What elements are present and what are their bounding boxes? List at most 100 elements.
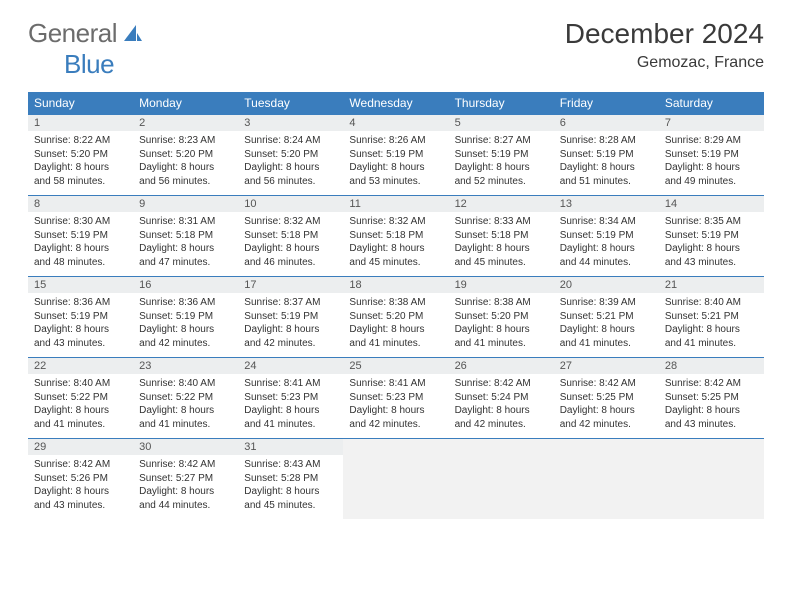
day-number: 14 [659, 196, 764, 212]
day-info: Sunrise: 8:41 AMSunset: 5:23 PMDaylight:… [349, 377, 442, 431]
logo: General Blue [28, 18, 143, 80]
calendar-cell: 10Sunrise: 8:32 AMSunset: 5:18 PMDayligh… [238, 196, 343, 276]
day-number: 23 [133, 358, 238, 374]
calendar-cell [659, 439, 764, 519]
day-info: Sunrise: 8:26 AMSunset: 5:19 PMDaylight:… [349, 134, 442, 188]
daylight-line: Daylight: 8 hours and 46 minutes. [244, 242, 337, 269]
sunrise-line: Sunrise: 8:22 AM [34, 134, 127, 148]
day-number: 26 [449, 358, 554, 374]
calendar-cell: 30 Sunrise: 8:42 AMSunset: 5:27 PMDayligh… [133, 439, 238, 519]
calendar: SundayMondayTuesdayWednesdayThursdayFrid… [28, 92, 764, 519]
calendar-cell: 28 Sunrise: 8:42 AMSunset: 5:25 PMDayligh… [659, 358, 764, 438]
day-info: Sunrise: 8:35 AMSunset: 5:19 PMDaylight:… [665, 215, 758, 269]
day-info: Sunrise: 8:42 AMSunset: 5:25 PMDaylight:… [665, 377, 758, 431]
day-info: Sunrise: 8:42 AMSunset: 5:27 PMDaylight:… [139, 458, 232, 512]
day-number: 1 [28, 115, 133, 131]
day-info: Sunrise: 8:23 AMSunset: 5:20 PMDaylight:… [139, 134, 232, 188]
calendar-cell: 23 Sunrise: 8:40 AMSunset: 5:22 PMDayligh… [133, 358, 238, 438]
sunrise-line: Sunrise: 8:42 AM [455, 377, 548, 391]
sunset-line: Sunset: 5:18 PM [349, 229, 442, 243]
sunset-line: Sunset: 5:19 PM [139, 310, 232, 324]
calendar-week: 29Sunrise: 8:42 AMSunset: 5:26 PMDayligh… [28, 438, 764, 519]
calendar-cell: 11Sunrise: 8:32 AMSunset: 5:18 PMDayligh… [343, 196, 448, 276]
sunset-line: Sunset: 5:18 PM [139, 229, 232, 243]
sunrise-line: Sunrise: 8:36 AM [34, 296, 127, 310]
sunrise-line: Sunrise: 8:36 AM [139, 296, 232, 310]
sunrise-line: Sunrise: 8:37 AM [244, 296, 337, 310]
sunrise-line: Sunrise: 8:40 AM [139, 377, 232, 391]
daylight-line: Daylight: 8 hours and 42 minutes. [139, 323, 232, 350]
daylight-line: Daylight: 8 hours and 41 minutes. [139, 404, 232, 431]
day-info: Sunrise: 8:30 AMSunset: 5:19 PMDaylight:… [34, 215, 127, 269]
daylight-line: Daylight: 8 hours and 52 minutes. [455, 161, 548, 188]
day-number: 15 [28, 277, 133, 293]
daylight-line: Daylight: 8 hours and 47 minutes. [139, 242, 232, 269]
day-number: 13 [554, 196, 659, 212]
sunrise-line: Sunrise: 8:42 AM [139, 458, 232, 472]
day-info: Sunrise: 8:40 AMSunset: 5:22 PMDaylight:… [34, 377, 127, 431]
calendar-cell: 21Sunrise: 8:40 AMSunset: 5:21 PMDayligh… [659, 277, 764, 357]
sunrise-line: Sunrise: 8:26 AM [349, 134, 442, 148]
sunset-line: Sunset: 5:19 PM [560, 148, 653, 162]
sunset-line: Sunset: 5:23 PM [349, 391, 442, 405]
day-header-row: SundayMondayTuesdayWednesdayThursdayFrid… [28, 92, 764, 114]
daylight-line: Daylight: 8 hours and 48 minutes. [34, 242, 127, 269]
calendar-cell: 3Sunrise: 8:24 AMSunset: 5:20 PMDaylight… [238, 115, 343, 195]
sunrise-line: Sunrise: 8:42 AM [665, 377, 758, 391]
sunset-line: Sunset: 5:19 PM [349, 148, 442, 162]
calendar-cell: 31Sunrise: 8:43 AMSunset: 5:28 PMDayligh… [238, 439, 343, 519]
day-number: 16 [133, 277, 238, 293]
daylight-line: Daylight: 8 hours and 42 minutes. [349, 404, 442, 431]
calendar-cell: 9Sunrise: 8:31 AMSunset: 5:18 PMDaylight… [133, 196, 238, 276]
sunset-line: Sunset: 5:25 PM [665, 391, 758, 405]
daylight-line: Daylight: 8 hours and 41 minutes. [560, 323, 653, 350]
location: Gemozac, France [565, 54, 764, 72]
sunset-line: Sunset: 5:23 PM [244, 391, 337, 405]
sunrise-line: Sunrise: 8:40 AM [665, 296, 758, 310]
page-title: December 2024 [565, 18, 764, 50]
daylight-line: Daylight: 8 hours and 41 minutes. [244, 404, 337, 431]
calendar-cell: 12Sunrise: 8:33 AMSunset: 5:18 PMDayligh… [449, 196, 554, 276]
day-number: 21 [659, 277, 764, 293]
day-number: 12 [449, 196, 554, 212]
daylight-line: Daylight: 8 hours and 42 minutes. [244, 323, 337, 350]
day-info: Sunrise: 8:38 AMSunset: 5:20 PMDaylight:… [455, 296, 548, 350]
calendar-week: 1Sunrise: 8:22 AMSunset: 5:20 PMDaylight… [28, 114, 764, 195]
calendar-cell: 24Sunrise: 8:41 AMSunset: 5:23 PMDayligh… [238, 358, 343, 438]
sunrise-line: Sunrise: 8:31 AM [139, 215, 232, 229]
sunrise-line: Sunrise: 8:27 AM [455, 134, 548, 148]
day-number: 30 [133, 439, 238, 455]
calendar-cell: 26Sunrise: 8:42 AMSunset: 5:24 PMDayligh… [449, 358, 554, 438]
day-name: Tuesday [238, 92, 343, 114]
sunrise-line: Sunrise: 8:38 AM [349, 296, 442, 310]
logo-word1: General [28, 18, 117, 48]
calendar-cell: 29Sunrise: 8:42 AMSunset: 5:26 PMDayligh… [28, 439, 133, 519]
day-info: Sunrise: 8:38 AMSunset: 5:20 PMDaylight:… [349, 296, 442, 350]
daylight-line: Daylight: 8 hours and 56 minutes. [244, 161, 337, 188]
day-number: 7 [659, 115, 764, 131]
day-info: Sunrise: 8:32 AMSunset: 5:18 PMDaylight:… [244, 215, 337, 269]
calendar-cell: 22Sunrise: 8:40 AMSunset: 5:22 PMDayligh… [28, 358, 133, 438]
day-info: Sunrise: 8:34 AMSunset: 5:19 PMDaylight:… [560, 215, 653, 269]
sunset-line: Sunset: 5:20 PM [455, 310, 548, 324]
sunset-line: Sunset: 5:18 PM [244, 229, 337, 243]
day-info: Sunrise: 8:36 AMSunset: 5:19 PMDaylight:… [34, 296, 127, 350]
sunset-line: Sunset: 5:20 PM [349, 310, 442, 324]
day-info: Sunrise: 8:37 AMSunset: 5:19 PMDaylight:… [244, 296, 337, 350]
calendar-cell: 8Sunrise: 8:30 AMSunset: 5:19 PMDaylight… [28, 196, 133, 276]
day-number: 29 [28, 439, 133, 455]
day-number: 4 [343, 115, 448, 131]
calendar-week: 8Sunrise: 8:30 AMSunset: 5:19 PMDaylight… [28, 195, 764, 276]
day-info: Sunrise: 8:42 AMSunset: 5:25 PMDaylight:… [560, 377, 653, 431]
day-info: Sunrise: 8:40 AMSunset: 5:22 PMDaylight:… [139, 377, 232, 431]
daylight-line: Daylight: 8 hours and 45 minutes. [349, 242, 442, 269]
sunrise-line: Sunrise: 8:28 AM [560, 134, 653, 148]
day-number: 28 [659, 358, 764, 374]
day-number: 27 [554, 358, 659, 374]
day-info: Sunrise: 8:43 AMSunset: 5:28 PMDaylight:… [244, 458, 337, 512]
daylight-line: Daylight: 8 hours and 45 minutes. [244, 485, 337, 512]
calendar-cell [449, 439, 554, 519]
daylight-line: Daylight: 8 hours and 41 minutes. [34, 404, 127, 431]
sunrise-line: Sunrise: 8:42 AM [34, 458, 127, 472]
sunrise-line: Sunrise: 8:39 AM [560, 296, 653, 310]
